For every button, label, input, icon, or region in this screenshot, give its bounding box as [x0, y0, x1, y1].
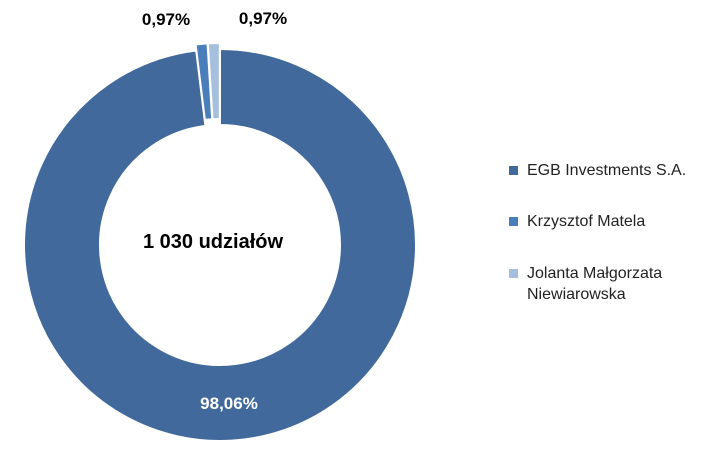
- slice-label-niewiarowska: 0,97%: [239, 9, 287, 28]
- donut-slice-niewiarowska: [206, 42, 221, 121]
- legend-item-niewiarowska: Jolanta Małgorzata Niewiarowska: [509, 263, 709, 305]
- center-label: 1 030 udziałów: [143, 231, 283, 253]
- slice-label-egb: 98,06%: [200, 394, 258, 413]
- donut-slice-egb: [23, 47, 417, 442]
- legend-swatch-egb: [509, 166, 518, 175]
- legend-item-matela: Krzysztof Matela: [509, 211, 709, 232]
- legend-label-egb: EGB Investments S.A.: [527, 162, 687, 179]
- slice-label-matela: 0,97%: [142, 10, 190, 29]
- legend-label-niewiarowska-line2: Niewiarowska: [527, 286, 626, 303]
- legend: EGB Investments S.A. Krzysztof Matela Jo…: [509, 160, 709, 335]
- legend-label-matela: Krzysztof Matela: [527, 213, 646, 230]
- legend-swatch-niewiarowska: [509, 269, 518, 278]
- legend-item-egb: EGB Investments S.A.: [509, 160, 709, 181]
- donut-slices: [23, 42, 417, 442]
- legend-swatch-matela: [509, 217, 518, 226]
- legend-label-niewiarowska-line1: Jolanta Małgorzata: [527, 265, 663, 282]
